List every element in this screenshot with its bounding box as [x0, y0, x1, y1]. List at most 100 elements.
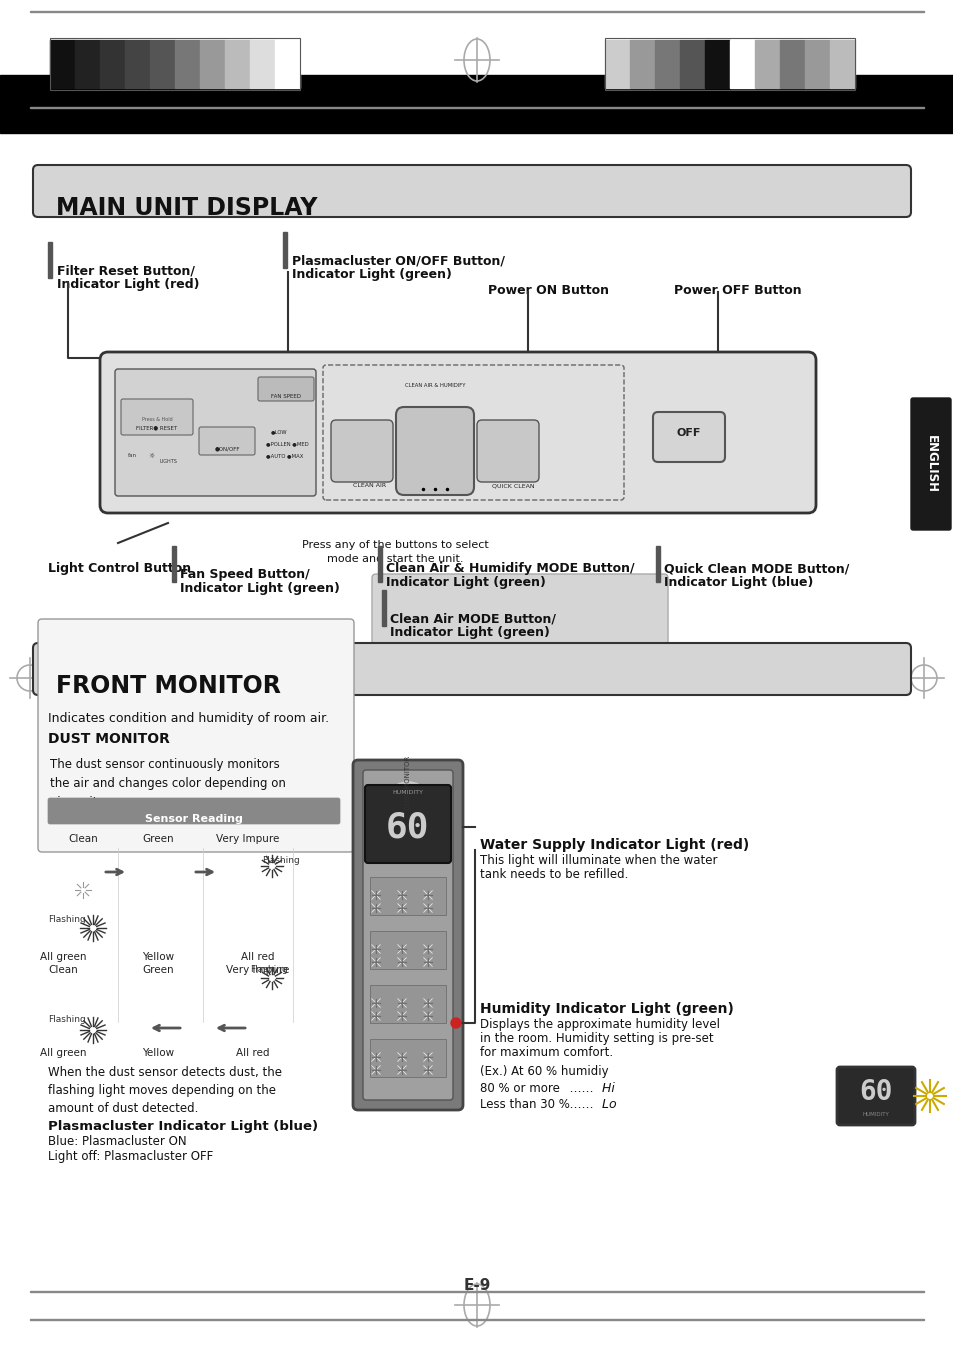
Circle shape [451, 1019, 460, 1028]
Text: Clean: Clean [48, 965, 78, 975]
Bar [125, 41, 150, 88]
Text: Indicator Light (red): Indicator Light (red) [57, 278, 199, 290]
Bar [377, 546, 381, 582]
Bar [225, 41, 250, 88]
Bar [100, 41, 125, 88]
Text: Power OFF Button: Power OFF Button [673, 284, 801, 297]
Text: Clean Air & Humidify MODE Button/: Clean Air & Humidify MODE Button/ [386, 562, 634, 576]
Text: All green: All green [40, 952, 86, 962]
Text: Flashing: Flashing [250, 965, 288, 974]
Text: Yellow: Yellow [142, 952, 173, 962]
Text: tank needs to be refilled.: tank needs to be refilled. [479, 867, 628, 881]
Bar [200, 41, 225, 88]
FancyBboxPatch shape [331, 420, 393, 482]
FancyBboxPatch shape [199, 427, 254, 455]
Text: E-9: E-9 [463, 1278, 490, 1293]
Bar [30, 1290, 923, 1292]
Text: HUMIDITY: HUMIDITY [392, 790, 423, 796]
FancyBboxPatch shape [395, 407, 474, 494]
Text: Power ON Button: Power ON Button [488, 284, 608, 297]
Bar [780, 41, 804, 88]
Text: Yellow: Yellow [142, 1048, 173, 1058]
Text: Flashing: Flashing [48, 1015, 86, 1024]
Bar [604, 41, 629, 88]
Text: 60: 60 [386, 811, 429, 844]
Text: All green: All green [40, 1048, 86, 1058]
Text: for maximum comfort.: for maximum comfort. [479, 1046, 613, 1059]
Bar [804, 41, 829, 88]
Text: This light will illuminate when the water: This light will illuminate when the wate… [479, 854, 717, 867]
Text: Light off: Plasmacluster OFF: Light off: Plasmacluster OFF [48, 1150, 213, 1163]
Bar [172, 546, 175, 582]
Text: Fan Speed Button/: Fan Speed Button/ [180, 567, 310, 581]
FancyBboxPatch shape [33, 643, 910, 694]
Text: OFF: OFF [676, 428, 700, 438]
Bar [704, 41, 729, 88]
Bar [50, 41, 75, 88]
FancyBboxPatch shape [115, 369, 315, 496]
Bar [0, 76, 953, 132]
Bar [604, 38, 854, 91]
Text: FRONT MONITOR: FRONT MONITOR [56, 674, 280, 698]
Text: CLEAN AIR & HUMIDIFY: CLEAN AIR & HUMIDIFY [404, 382, 465, 388]
Text: Light Control Button: Light Control Button [48, 562, 191, 576]
Bar [75, 41, 100, 88]
Text: (Ex.) At 60 % humidiy: (Ex.) At 60 % humidiy [479, 1065, 608, 1078]
Text: Green: Green [142, 834, 173, 844]
Text: Filter Reset Button/: Filter Reset Button/ [57, 263, 194, 277]
FancyBboxPatch shape [353, 761, 462, 1111]
FancyBboxPatch shape [836, 1067, 914, 1125]
Bar [48, 242, 52, 278]
Text: fan: fan [128, 453, 137, 458]
Text: ●ON/OFF: ●ON/OFF [214, 446, 239, 451]
FancyBboxPatch shape [48, 798, 339, 824]
Text: in the room. Humidity setting is pre-set: in the room. Humidity setting is pre-set [479, 1032, 713, 1046]
Text: Indicator Light (green): Indicator Light (green) [180, 582, 339, 594]
Bar [150, 41, 174, 88]
Text: 60: 60 [859, 1078, 892, 1106]
Text: Clean: Clean [68, 834, 98, 844]
FancyBboxPatch shape [100, 353, 815, 513]
FancyBboxPatch shape [121, 399, 193, 435]
Bar [370, 823, 446, 861]
FancyBboxPatch shape [652, 412, 724, 462]
Text: ☼: ☼ [148, 453, 154, 459]
FancyBboxPatch shape [476, 420, 538, 482]
Text: Green: Green [142, 965, 173, 975]
Text: All red: All red [236, 1048, 270, 1058]
Text: Indicates condition and humidity of room air.: Indicates condition and humidity of room… [48, 712, 329, 725]
FancyBboxPatch shape [38, 619, 354, 852]
Text: Flashing: Flashing [262, 857, 299, 865]
FancyBboxPatch shape [910, 399, 950, 530]
Text: Press & Hold: Press & Hold [141, 417, 172, 422]
Text: Humidity Indicator Light (green): Humidity Indicator Light (green) [479, 1002, 733, 1016]
Text: LIGHTS: LIGHTS [160, 459, 177, 463]
Bar [30, 107, 923, 108]
Text: QUICK CLEAN: QUICK CLEAN [492, 484, 534, 488]
Bar [30, 11, 923, 12]
Text: Displays the approximate humidity level: Displays the approximate humidity level [479, 1019, 720, 1031]
Bar [829, 41, 854, 88]
Text: MAIN UNIT DISPLAY: MAIN UNIT DISPLAY [56, 196, 317, 220]
Text: The dust sensor continuously monitors
the air and changes color depending on
air: The dust sensor continuously monitors th… [50, 758, 286, 809]
Text: ......  Hi: ...... Hi [569, 1082, 615, 1096]
Text: Clean Air MODE Button/: Clean Air MODE Button/ [390, 612, 556, 626]
Text: ●LOW: ●LOW [271, 430, 287, 434]
Text: When the dust sensor detects dust, the
flashing light moves depending on the
amo: When the dust sensor detects dust, the f… [48, 1066, 282, 1115]
Bar [381, 590, 386, 626]
Bar [656, 546, 659, 582]
Bar [283, 232, 287, 267]
FancyBboxPatch shape [365, 785, 451, 863]
Bar [370, 985, 446, 1023]
Text: CLEAN AIR: CLEAN AIR [353, 484, 386, 488]
Text: FILTER● RESET: FILTER● RESET [136, 426, 177, 430]
Bar [370, 1039, 446, 1077]
Bar [629, 41, 655, 88]
Bar [250, 41, 274, 88]
Text: HUMIDITY: HUMIDITY [862, 1112, 888, 1116]
Text: Plasmacluster Indicator Light (blue): Plasmacluster Indicator Light (blue) [48, 1120, 317, 1133]
Text: Sensor Reading: Sensor Reading [145, 815, 243, 824]
Bar [655, 41, 679, 88]
Text: DUST MONITOR: DUST MONITOR [405, 755, 411, 811]
Bar [370, 931, 446, 969]
